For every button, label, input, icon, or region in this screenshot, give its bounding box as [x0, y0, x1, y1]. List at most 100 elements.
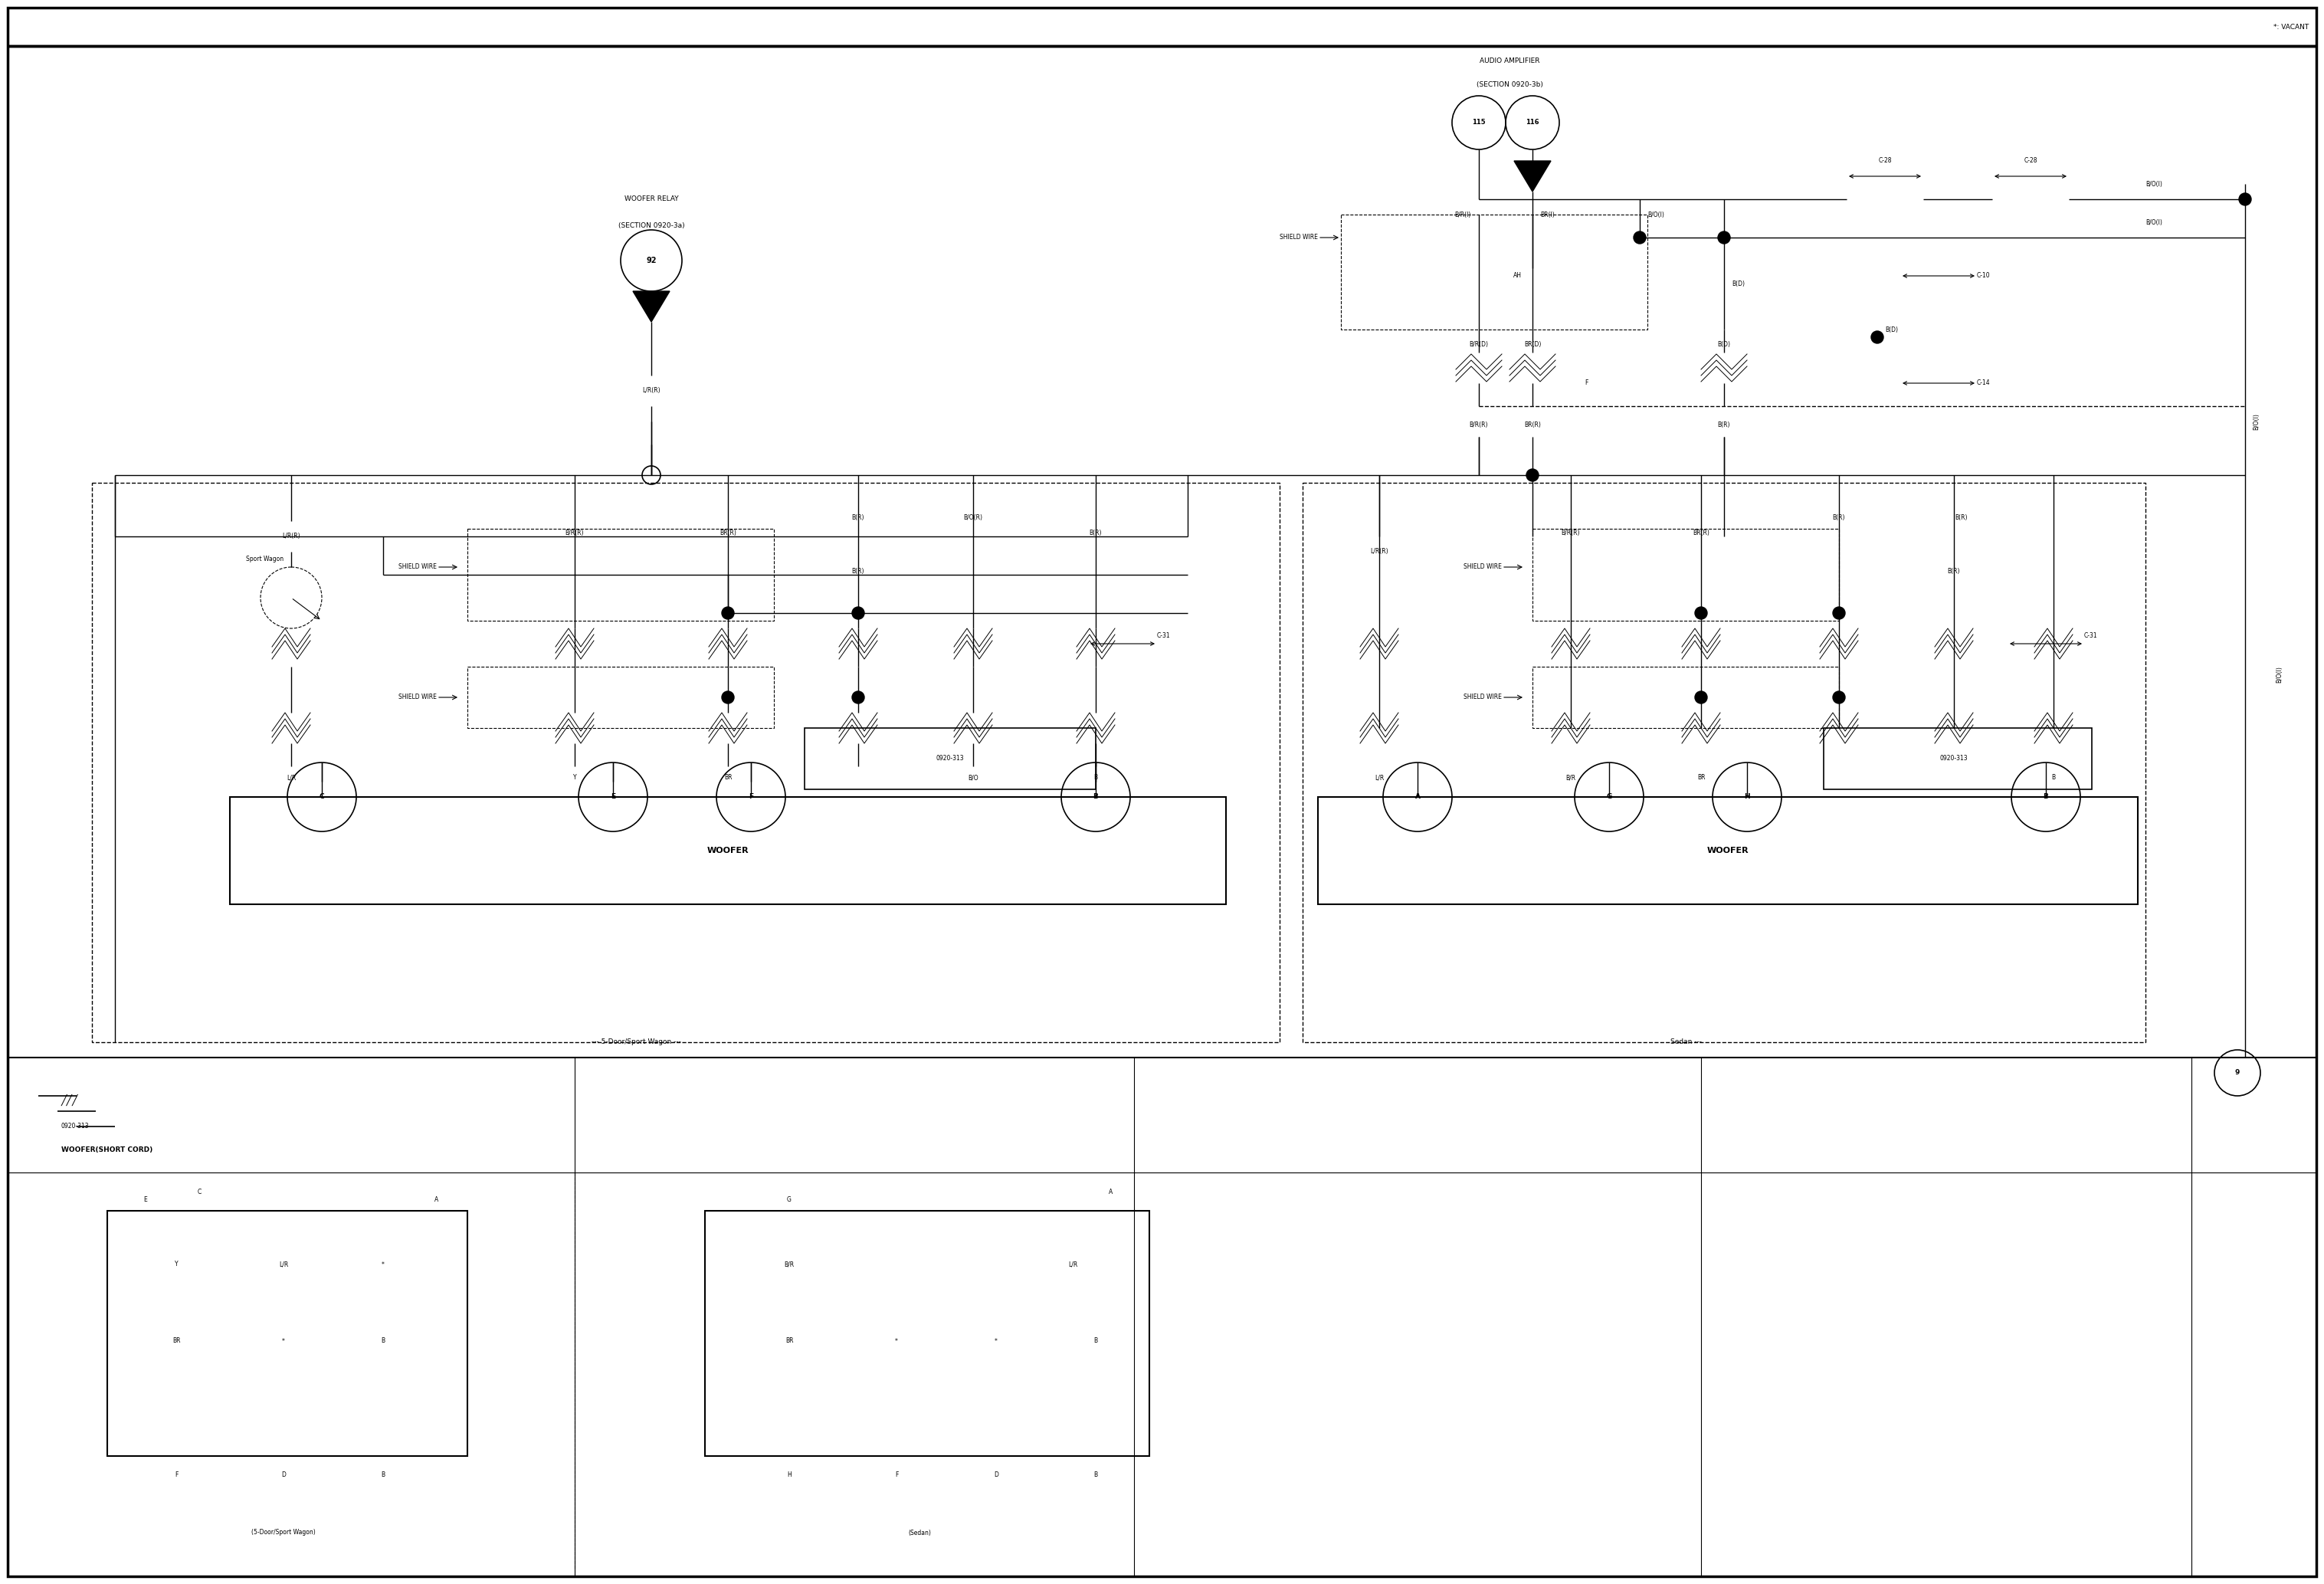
Text: B(D): B(D) — [1717, 341, 1731, 348]
Bar — [93, 483, 1281, 1042]
Text: B: B — [1095, 1337, 1097, 1345]
Text: G: G — [1606, 794, 1613, 800]
Text: B/R(R): B/R(R) — [1562, 529, 1580, 537]
Text: WOOFER(SHORT CORD): WOOFER(SHORT CORD) — [60, 1147, 153, 1153]
Text: SHIELD WIRE: SHIELD WIRE — [1464, 564, 1501, 570]
Text: A: A — [1109, 1188, 1113, 1196]
Bar — [804, 729, 1095, 789]
Text: Sedan ---: Sedan --- — [1671, 1039, 1701, 1045]
Text: C-28: C-28 — [1878, 157, 1892, 165]
Circle shape — [1834, 691, 1845, 703]
Text: AUDIO AMPLIFIER: AUDIO AMPLIFIER — [1480, 59, 1538, 65]
Bar — [107, 1210, 467, 1456]
Text: *: * — [895, 1337, 897, 1345]
Circle shape — [853, 691, 865, 703]
Text: SHIELD WIRE: SHIELD WIRE — [1281, 234, 1318, 241]
Text: BR(R): BR(R) — [1692, 529, 1710, 537]
Text: B: B — [381, 1472, 386, 1478]
Circle shape — [1717, 231, 1729, 244]
Text: D: D — [995, 1472, 999, 1478]
Circle shape — [1634, 231, 1645, 244]
Text: 115: 115 — [1471, 119, 1485, 127]
Text: L/R(R): L/R(R) — [1371, 548, 1387, 554]
Text: B/R: B/R — [783, 1261, 795, 1267]
Circle shape — [1694, 607, 1708, 619]
Text: L/R(R): L/R(R) — [641, 386, 660, 394]
Text: (SECTION 0920-3b): (SECTION 0920-3b) — [1476, 81, 1543, 87]
Text: C: C — [198, 1188, 202, 1196]
Text: B(R): B(R) — [1834, 515, 1845, 521]
Bar — [1318, 797, 2138, 904]
Text: C-31: C-31 — [2085, 632, 2099, 640]
Circle shape — [1527, 469, 1538, 482]
Text: WOOFER: WOOFER — [706, 847, 748, 854]
Circle shape — [853, 607, 865, 619]
Text: B/O(I): B/O(I) — [1648, 211, 1664, 219]
Text: H: H — [1743, 794, 1750, 800]
Text: B(R): B(R) — [853, 515, 865, 521]
Text: 116: 116 — [1527, 119, 1538, 127]
Text: D: D — [281, 1472, 286, 1478]
Bar — [1532, 667, 1838, 729]
Bar — [1304, 483, 2145, 1042]
Bar — [467, 667, 774, 729]
Text: B(R): B(R) — [1948, 567, 1959, 575]
Text: BR: BR — [172, 1337, 181, 1345]
Text: F: F — [174, 1472, 179, 1478]
Text: C: C — [318, 794, 325, 800]
Bar — [1824, 729, 2092, 789]
Text: B: B — [2052, 775, 2054, 781]
Text: *: VACANT: *: VACANT — [2273, 24, 2308, 30]
Text: B/O: B/O — [967, 775, 978, 781]
Text: BR: BR — [1697, 775, 1706, 781]
Text: 0920-313: 0920-313 — [937, 756, 964, 762]
Text: L/R: L/R — [279, 1261, 288, 1267]
Text: B: B — [1095, 1472, 1097, 1478]
Bar — [467, 529, 774, 621]
Text: C-14: C-14 — [1978, 380, 1989, 386]
Text: B/R(R): B/R(R) — [1469, 421, 1487, 428]
Text: WOOFER: WOOFER — [1706, 847, 1748, 854]
Text: L/R: L/R — [1373, 775, 1383, 781]
Text: B: B — [2043, 794, 2047, 800]
Text: B/R(R): B/R(R) — [565, 529, 583, 537]
Text: B(R): B(R) — [1717, 421, 1731, 428]
Text: E: E — [144, 1196, 146, 1204]
Circle shape — [2238, 193, 2252, 206]
Text: L/R(R): L/R(R) — [281, 532, 300, 540]
Text: BR(D): BR(D) — [1525, 341, 1541, 348]
Text: *: * — [381, 1261, 383, 1267]
Text: F: F — [1585, 380, 1587, 386]
Text: B(D): B(D) — [1731, 280, 1745, 287]
Text: B/O(R): B/O(R) — [964, 515, 983, 521]
Text: L/R: L/R — [1069, 1261, 1078, 1267]
Text: BR(R): BR(R) — [720, 529, 737, 537]
Text: H: H — [788, 1472, 792, 1478]
Polygon shape — [632, 291, 669, 322]
Text: G: G — [788, 1196, 792, 1204]
Text: SHIELD WIRE: SHIELD WIRE — [1464, 694, 1501, 700]
Circle shape — [1871, 331, 1882, 344]
Text: Sport Wagon: Sport Wagon — [246, 556, 284, 562]
Text: B(R): B(R) — [853, 567, 865, 575]
Bar — [230, 797, 1227, 904]
Text: C-31: C-31 — [1157, 632, 1171, 640]
Text: B(D): B(D) — [1885, 326, 1899, 333]
Text: (SECTION 0920-3a): (SECTION 0920-3a) — [618, 223, 686, 230]
Text: C-10: C-10 — [1978, 272, 1989, 279]
Text: A: A — [1415, 794, 1420, 800]
Text: (Sedan): (Sedan) — [909, 1529, 932, 1536]
Text: B/R(D): B/R(D) — [1469, 341, 1487, 348]
Text: B/O(I): B/O(I) — [2145, 219, 2161, 225]
Text: B/R(I): B/R(I) — [1455, 211, 1471, 219]
Text: L/R: L/R — [286, 775, 295, 781]
Text: SHIELD WIRE: SHIELD WIRE — [397, 564, 437, 570]
Text: Y: Y — [574, 775, 576, 781]
Text: B: B — [1095, 775, 1097, 781]
Bar — [1341, 214, 1648, 329]
Text: BR: BR — [786, 1337, 792, 1345]
Polygon shape — [1515, 162, 1550, 192]
Text: BR(R): BR(R) — [1525, 421, 1541, 428]
Text: AH: AH — [1513, 272, 1522, 279]
Text: ╱╱╱: ╱╱╱ — [60, 1095, 79, 1106]
